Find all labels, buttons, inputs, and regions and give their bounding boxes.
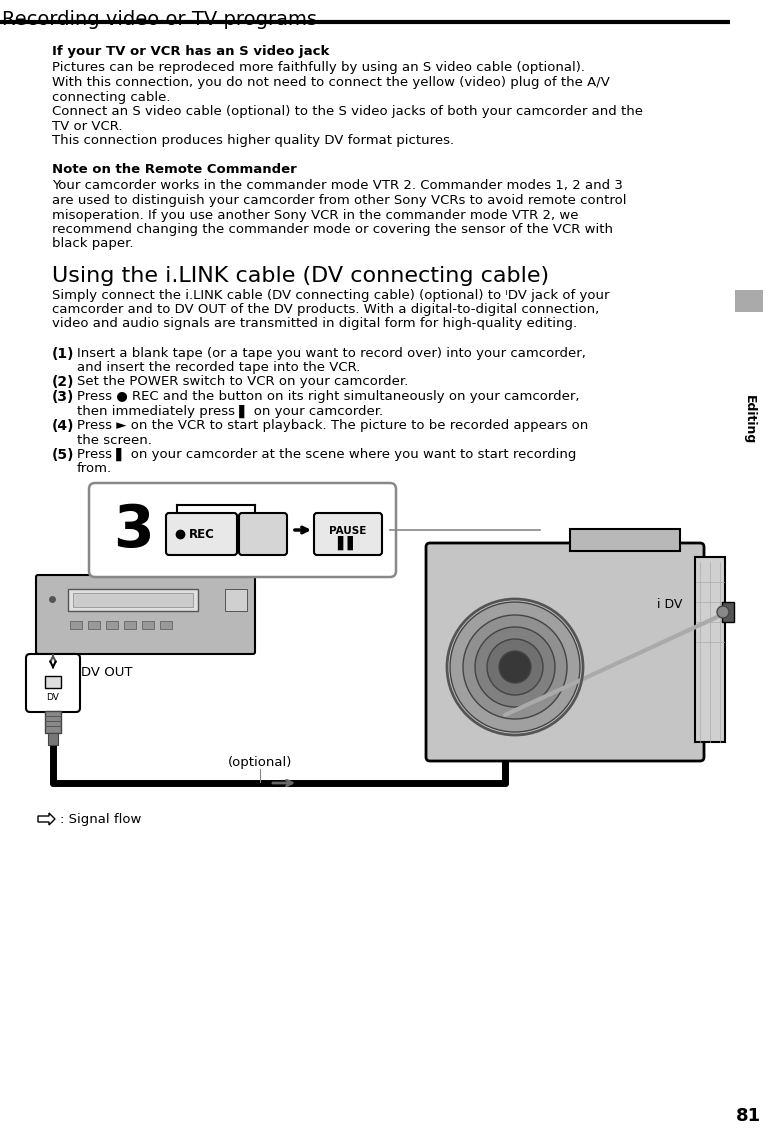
- Bar: [45, 676, 61, 688]
- Circle shape: [717, 606, 729, 618]
- Circle shape: [450, 602, 580, 732]
- FancyBboxPatch shape: [239, 513, 287, 555]
- Circle shape: [475, 627, 555, 707]
- Bar: [88, 621, 100, 629]
- Text: are used to distinguish your camcorder from other Sony VCRs to avoid remote cont: are used to distinguish your camcorder f…: [52, 194, 626, 207]
- Text: Set the POWER switch to VCR on your camcorder.: Set the POWER switch to VCR on your camc…: [77, 375, 408, 389]
- Text: Recording video or TV programs: Recording video or TV programs: [2, 10, 317, 29]
- FancyBboxPatch shape: [36, 575, 255, 654]
- Circle shape: [487, 639, 543, 696]
- Text: (2): (2): [52, 375, 75, 389]
- Polygon shape: [38, 813, 55, 825]
- FancyBboxPatch shape: [314, 513, 382, 555]
- Text: misoperation. If you use another Sony VCR in the commander mode VTR 2, we: misoperation. If you use another Sony VC…: [52, 208, 579, 222]
- Text: DV OUT: DV OUT: [81, 667, 132, 680]
- Bar: [68, 589, 198, 611]
- Text: 3: 3: [113, 501, 153, 558]
- Text: camcorder and to DV OUT of the DV products. With a digital-to-digital connection: camcorder and to DV OUT of the DV produc…: [52, 303, 599, 316]
- Text: ▌▌: ▌▌: [337, 537, 358, 550]
- Text: : Signal flow: : Signal flow: [60, 812, 141, 826]
- Text: PAUSE: PAUSE: [330, 526, 367, 537]
- Circle shape: [499, 651, 531, 683]
- Text: connecting cable.: connecting cable.: [52, 90, 171, 103]
- Bar: [106, 621, 118, 629]
- Bar: [48, 733, 58, 745]
- Bar: [570, 529, 680, 551]
- Text: If your TV or VCR has an S video jack: If your TV or VCR has an S video jack: [52, 45, 330, 58]
- Text: i DV: i DV: [657, 598, 682, 612]
- Bar: [735, 289, 763, 312]
- Text: the screen.: the screen.: [77, 434, 152, 446]
- Bar: [142, 621, 154, 629]
- Text: 81: 81: [735, 1107, 760, 1125]
- Text: This connection produces higher quality DV format pictures.: This connection produces higher quality …: [52, 134, 454, 146]
- Text: (5): (5): [52, 448, 75, 462]
- FancyBboxPatch shape: [426, 543, 704, 761]
- Text: TV or VCR.: TV or VCR.: [52, 119, 122, 133]
- Text: Pictures can be reprodeced more faithfully by using an S video cable (optional).: Pictures can be reprodeced more faithful…: [52, 62, 585, 74]
- Bar: [722, 602, 734, 622]
- Text: and insert the recorded tape into the VCR.: and insert the recorded tape into the VC…: [77, 362, 361, 374]
- Bar: [695, 557, 725, 742]
- Text: recommend changing the commander mode or covering the sensor of the VCR with: recommend changing the commander mode or…: [52, 223, 613, 236]
- Circle shape: [463, 615, 567, 718]
- Text: black paper.: black paper.: [52, 238, 133, 251]
- Bar: [160, 621, 172, 629]
- Text: Press ▌ on your camcorder at the scene where you want to start recording: Press ▌ on your camcorder at the scene w…: [77, 448, 576, 461]
- Text: Insert a blank tape (or a tape you want to record over) into your camcorder,: Insert a blank tape (or a tape you want …: [77, 347, 586, 359]
- Text: video and audio signals are transmitted in digital form for high-quality editing: video and audio signals are transmitted …: [52, 318, 577, 331]
- Bar: [124, 621, 136, 629]
- Text: REC: REC: [189, 527, 215, 540]
- Text: then immediately press ▌ on your camcorder.: then immediately press ▌ on your camcord…: [77, 405, 383, 418]
- Text: Simply connect the i.LINK cable (DV connecting cable) (optional) to ᴵDV jack of : Simply connect the i.LINK cable (DV conn…: [52, 288, 609, 302]
- Bar: [700, 567, 722, 732]
- Text: Editing: Editing: [742, 396, 756, 445]
- FancyBboxPatch shape: [166, 513, 237, 555]
- Text: With this connection, you do not need to connect the yellow (video) plug of the : With this connection, you do not need to…: [52, 76, 610, 89]
- FancyBboxPatch shape: [89, 483, 396, 577]
- Bar: [225, 589, 247, 611]
- Text: (optional): (optional): [227, 756, 292, 769]
- Text: DV: DV: [47, 693, 59, 702]
- Text: Your camcorder works in the commander mode VTR 2. Commander modes 1, 2 and 3: Your camcorder works in the commander mo…: [52, 180, 623, 192]
- Bar: [45, 712, 61, 733]
- Text: (3): (3): [52, 390, 74, 404]
- Text: Using the i.LINK cable (DV connecting cable): Using the i.LINK cable (DV connecting ca…: [52, 267, 549, 286]
- FancyBboxPatch shape: [26, 654, 80, 712]
- Text: Connect an S video cable (optional) to the S video jacks of both your camcorder : Connect an S video cable (optional) to t…: [52, 105, 643, 118]
- Text: from.: from.: [77, 462, 112, 476]
- Text: Note on the Remote Commander: Note on the Remote Commander: [52, 162, 297, 176]
- Text: Press ● REC and the button on its right simultaneously on your camcorder,: Press ● REC and the button on its right …: [77, 390, 580, 403]
- Text: Press ► on the VCR to start playback. The picture to be recorded appears on: Press ► on the VCR to start playback. Th…: [77, 419, 588, 432]
- Text: (4): (4): [52, 419, 75, 432]
- Bar: [70, 621, 82, 629]
- Bar: [73, 593, 193, 607]
- Text: (1): (1): [52, 347, 75, 360]
